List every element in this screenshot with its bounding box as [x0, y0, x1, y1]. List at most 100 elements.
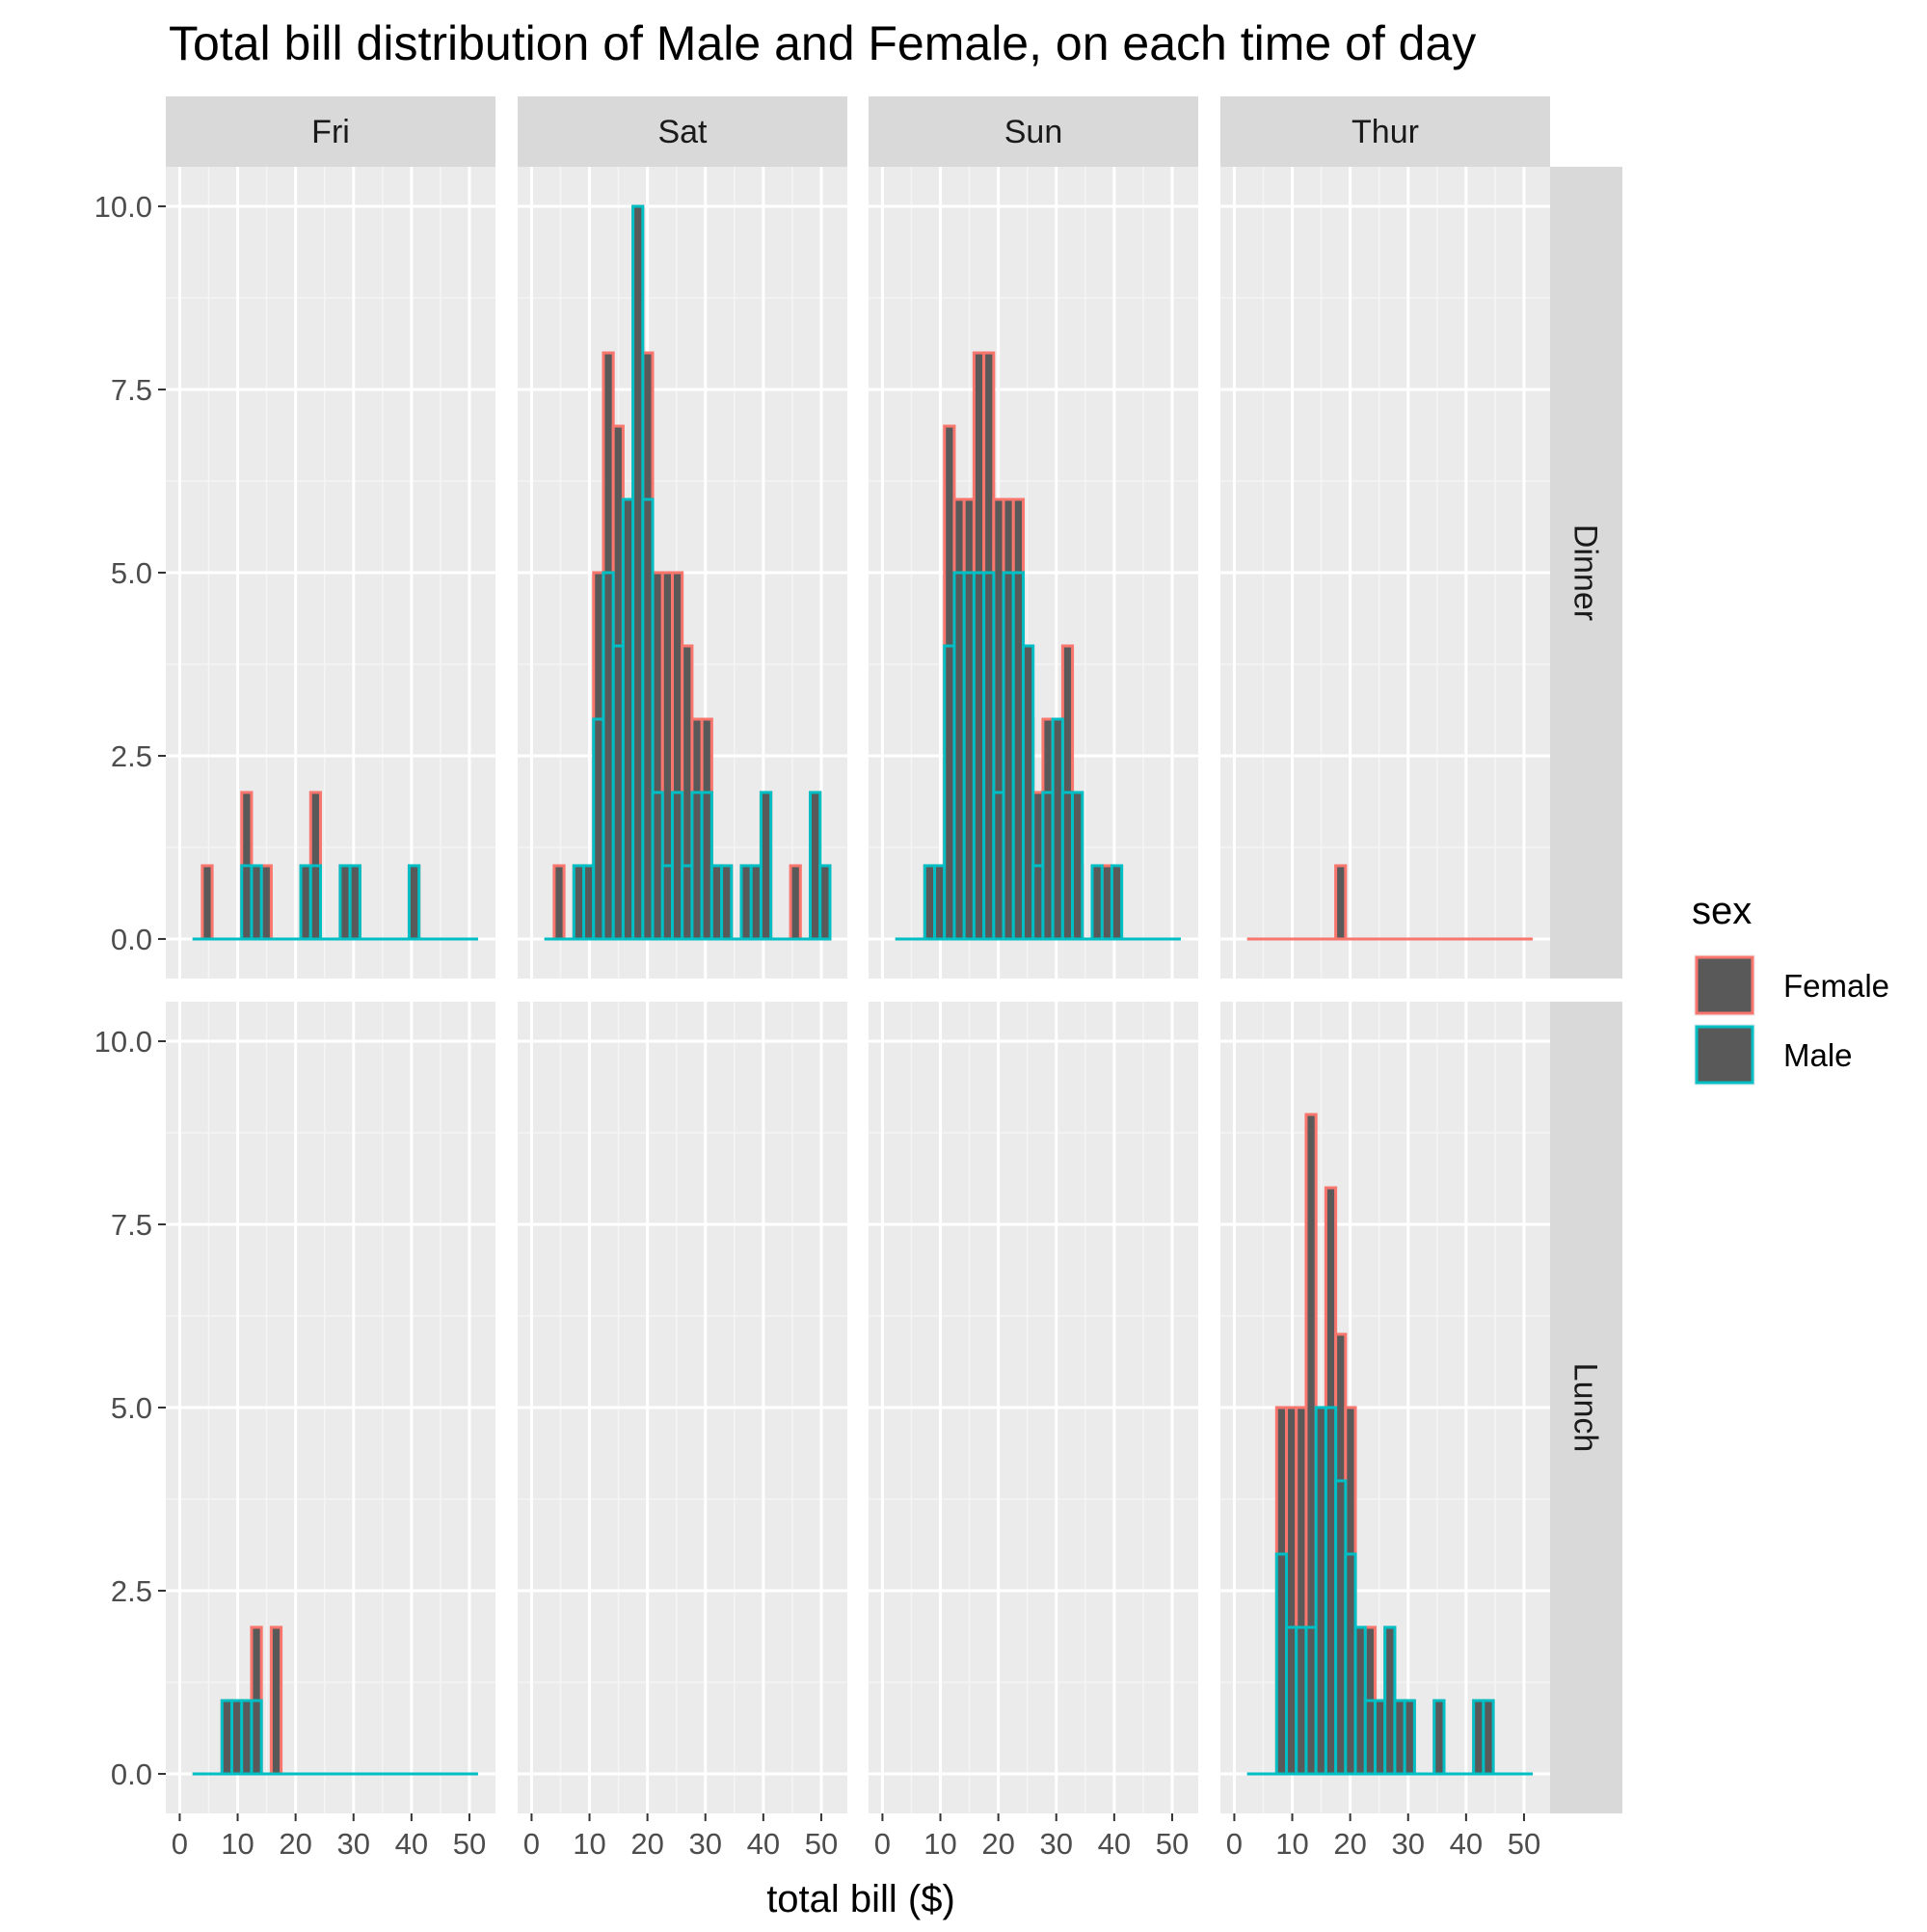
bar-male	[1295, 1625, 1308, 1776]
bar-male	[1344, 1552, 1357, 1776]
panel-fri-lunch	[166, 1002, 495, 1813]
x-tick-label: 30	[1039, 1827, 1072, 1861]
y-tick-label: 5.0	[111, 1391, 152, 1425]
x-tick-label: 10	[1275, 1827, 1308, 1861]
panel-sat-lunch	[518, 1002, 847, 1813]
bar-male	[240, 864, 254, 941]
bar-male	[818, 864, 832, 941]
bar-male	[1110, 864, 1124, 941]
legend-item-male: Male	[1694, 1024, 1853, 1086]
x-tick-label: 10	[923, 1827, 956, 1861]
x-tick-label: 0	[874, 1827, 891, 1861]
bar-male	[250, 864, 263, 941]
x-tick-label: 20	[630, 1827, 663, 1861]
bar-male	[230, 1699, 244, 1776]
bar-male	[972, 571, 986, 941]
bar-male	[1274, 1552, 1289, 1776]
bar-male	[299, 864, 312, 941]
bar-male	[1324, 1406, 1338, 1776]
bar-male	[1021, 644, 1035, 941]
x-tick-label: 50	[1156, 1827, 1189, 1861]
y-tick-label: 0.0	[111, 1758, 152, 1791]
legend-item-label: Male	[1783, 1037, 1853, 1073]
bar-male	[348, 864, 361, 941]
x-tick-label: 0	[172, 1827, 188, 1861]
bar-male	[308, 864, 322, 941]
panels-layer: Fri Sat Sun Thur Dinner Lunch 0.0 2.5 5.0 7.5 10.0…	[94, 96, 1622, 1861]
bar-female	[269, 1625, 283, 1776]
y-tick-label: 2.5	[111, 739, 152, 773]
bar-male	[1060, 791, 1075, 941]
bar-male	[749, 864, 763, 941]
facet-row-strip-label: Dinner	[1567, 524, 1604, 621]
bar-male	[982, 571, 996, 941]
facet-strip-label: Fri	[311, 114, 350, 150]
facet-strip-bg	[1220, 96, 1550, 167]
bar-male	[1090, 864, 1104, 941]
legend-item-female: Female	[1694, 954, 1889, 1016]
panel-sun-lunch	[869, 1002, 1198, 1813]
bar-female	[201, 864, 214, 941]
panel-thur-dinner	[1220, 167, 1550, 979]
bar-male	[592, 717, 605, 941]
bar-male	[670, 791, 684, 941]
legend-key-swatch	[1695, 955, 1754, 1015]
facet-row-strip-label: Lunch	[1567, 1363, 1604, 1453]
bar-male	[923, 864, 937, 941]
facet-strip-sun: Sun	[869, 96, 1198, 167]
facet-strip-label: Thur	[1352, 114, 1419, 150]
x-tick-label: 20	[1333, 1827, 1366, 1861]
y-tick-label: 7.5	[111, 373, 152, 407]
panel-thur-lunch	[1220, 1002, 1550, 1813]
x-tick-label: 20	[279, 1827, 311, 1861]
bar-female	[1100, 864, 1113, 941]
bar-male	[1041, 791, 1055, 941]
bar-male	[407, 864, 421, 941]
x-tick-label: 40	[1098, 1827, 1131, 1861]
facet-row-strip-bg	[1550, 167, 1622, 979]
bar-male	[1482, 1699, 1495, 1776]
bar-male	[1383, 1625, 1397, 1776]
x-tick-label: 50	[805, 1827, 838, 1861]
x-tick-label: 10	[221, 1827, 254, 1861]
x-tick-label: 10	[573, 1827, 605, 1861]
facet-strip-bg	[518, 96, 847, 167]
facet-strip-bg	[166, 96, 495, 167]
bar-male	[572, 864, 586, 941]
bar-female	[552, 864, 566, 941]
facet-strip-bg	[869, 96, 1198, 167]
facet-row-strip-dinner: Dinner	[1550, 167, 1622, 979]
bar-male	[338, 864, 352, 941]
bar-male	[1432, 1699, 1446, 1776]
x-tick-label: 30	[1391, 1827, 1424, 1861]
y-tick-label: 10.0	[94, 190, 152, 224]
bar-male	[250, 1699, 263, 1776]
bar-male	[1304, 1625, 1318, 1776]
x-tick-label: 40	[747, 1827, 780, 1861]
bar-male	[1472, 1699, 1485, 1776]
panel-fri-dinner	[166, 167, 495, 979]
facet-strip-thur: Thur	[1220, 96, 1550, 167]
bar-male	[943, 644, 956, 941]
legend-item-label: Female	[1783, 968, 1889, 1004]
facet-strip-fri: Fri	[166, 96, 495, 167]
y-tick-label: 2.5	[111, 1574, 152, 1608]
bar-male	[1393, 1699, 1406, 1776]
bar-female	[789, 864, 802, 941]
bar-male	[582, 864, 596, 941]
facet-strip-label: Sun	[1004, 114, 1063, 150]
bar-male	[709, 864, 724, 941]
bar-male	[651, 791, 664, 941]
x-axis-label: total bill ($)	[766, 1878, 955, 1920]
bar-male	[1353, 1625, 1367, 1776]
bar-male	[720, 864, 734, 941]
bar-male	[660, 864, 674, 941]
bar-male	[1373, 1699, 1387, 1776]
facet-row-strip-lunch: Lunch	[1550, 1002, 1622, 1813]
bar-male	[962, 571, 976, 941]
bar-male	[992, 791, 1005, 941]
bar-male	[1002, 571, 1015, 941]
bar-male	[220, 1699, 234, 1776]
